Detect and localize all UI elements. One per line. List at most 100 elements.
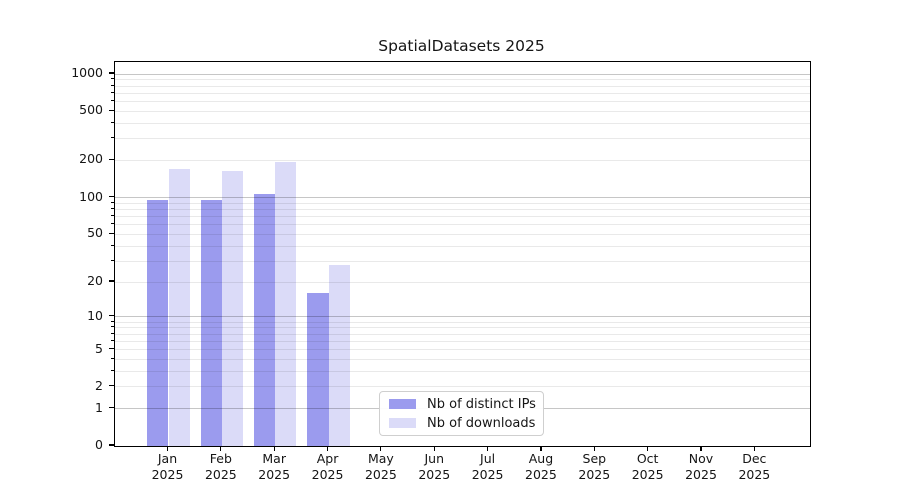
x-tick-label: Jul 2025 (456, 451, 520, 482)
y-gridline-minor (115, 349, 810, 351)
x-tick-year: 2025 (364, 466, 397, 482)
y-gridline-minor (115, 358, 810, 360)
y-tick-label: 10 (87, 307, 103, 323)
y-gridline-minor (115, 281, 810, 283)
y-gridline-major (115, 316, 810, 318)
x-tick-month: Apr (316, 451, 339, 466)
x-tick-label: Oct 2025 (616, 451, 680, 482)
bar-distinct-ips (253, 193, 276, 446)
x-tick-month: Jan (157, 451, 178, 466)
x-tick-mark (487, 446, 489, 451)
legend-swatch-downloads (389, 418, 416, 428)
y-tick-label: 5 (95, 340, 103, 356)
y-tick-mark (109, 280, 114, 282)
bar-downloads (168, 169, 190, 446)
y-gridline-minor (115, 138, 810, 140)
y-minor-tick-mark (111, 339, 114, 341)
x-tick-month: Aug (528, 451, 554, 466)
y-tick-mark (109, 158, 114, 161)
x-tick-year: 2025 (631, 466, 664, 482)
y-tick-mark (109, 407, 114, 409)
x-tick-mark (593, 446, 595, 451)
x-tick-year: 2025 (418, 466, 451, 482)
x-tick-month: Feb (209, 451, 232, 466)
x-tick-mark (433, 446, 435, 451)
x-tick-mark (220, 446, 222, 451)
x-tick-month: Mar (262, 451, 286, 466)
x-tick-year: 2025 (525, 466, 557, 482)
y-gridline-minor (115, 386, 810, 388)
y-tick-label: 50 (87, 225, 103, 241)
bar-distinct-ips (307, 293, 329, 446)
y-minor-tick-mark (111, 326, 114, 328)
bar-downloads (221, 171, 244, 446)
y-gridline-minor (115, 245, 810, 247)
y-tick-label: 200 (79, 151, 103, 167)
y-gridline-minor (115, 159, 810, 161)
y-gridline-minor (115, 327, 810, 329)
x-tick-year: 2025 (738, 466, 771, 482)
y-minor-tick-mark (111, 78, 114, 80)
x-tick-label: May 2025 (349, 451, 413, 482)
y-minor-tick-mark (111, 207, 114, 210)
y-minor-tick-mark (111, 137, 114, 139)
y-tick-mark (109, 232, 114, 234)
y-gridline-minor (115, 110, 810, 112)
x-tick-mark (647, 446, 649, 451)
y-minor-tick-mark (111, 320, 114, 322)
x-tick-year: 2025 (471, 466, 504, 482)
x-tick-label: Apr 2025 (296, 451, 360, 482)
y-gridline-minor (115, 340, 810, 342)
y-gridline-minor (115, 333, 810, 335)
y-tick-label: 20 (87, 273, 103, 289)
y-gridline-minor (115, 224, 810, 226)
y-gridline-major (115, 73, 810, 75)
y-minor-tick-mark (111, 244, 114, 246)
x-tick-mark (753, 446, 755, 451)
y-minor-tick-mark (111, 121, 114, 123)
x-tick-year: 2025 (685, 466, 717, 482)
y-minor-tick-mark (111, 91, 114, 93)
x-tick-month: Oct (636, 451, 659, 466)
bar-downloads (328, 264, 350, 446)
x-tick-month: Sep (582, 451, 607, 466)
x-tick-year: 2025 (204, 466, 237, 482)
x-tick-mark (166, 446, 169, 451)
y-gridline-minor (115, 122, 810, 124)
x-tick-mark (540, 446, 542, 451)
x-tick-mark (380, 446, 382, 451)
y-minor-tick-mark (111, 99, 114, 102)
x-tick-label: Mar 2025 (242, 451, 306, 482)
x-tick-year: 2025 (578, 466, 611, 482)
x-tick-label: Aug 2025 (509, 451, 573, 482)
y-minor-tick-mark (111, 259, 114, 261)
y-minor-tick-mark (111, 357, 114, 360)
bar-distinct-ips (147, 200, 169, 446)
x-tick-label: Nov 2025 (669, 451, 733, 482)
x-tick-mark (700, 446, 702, 451)
y-gridline-minor (115, 233, 810, 235)
x-tick-mark (326, 446, 329, 451)
y-gridline-minor (115, 85, 810, 87)
y-gridline-minor (115, 202, 810, 204)
legend-item-distinct-ips: Nb of distinct IPs (389, 397, 536, 412)
legend-swatch-distinct-ips (389, 399, 416, 409)
x-tick-year: 2025 (311, 466, 344, 482)
x-tick-month: Jul (480, 451, 496, 466)
y-tick-mark (109, 385, 114, 387)
x-tick-label: Sep 2025 (562, 451, 626, 482)
x-tick-label: Dec 2025 (722, 451, 786, 482)
y-minor-tick-mark (111, 214, 114, 217)
y-gridline-minor (115, 100, 810, 102)
y-tick-label: 1000 (71, 65, 103, 80)
y-minor-tick-mark (111, 84, 114, 86)
x-tick-month: Nov (688, 451, 714, 466)
y-tick-mark (109, 109, 114, 111)
x-tick-year: 2025 (258, 466, 291, 482)
y-tick-label: 500 (79, 102, 103, 118)
y-gridline-minor (115, 321, 810, 323)
x-tick-month: Dec (742, 451, 767, 466)
y-gridline-minor (115, 92, 810, 94)
x-tick-year: 2025 (151, 466, 184, 482)
x-tick-month: Jun (424, 451, 445, 466)
